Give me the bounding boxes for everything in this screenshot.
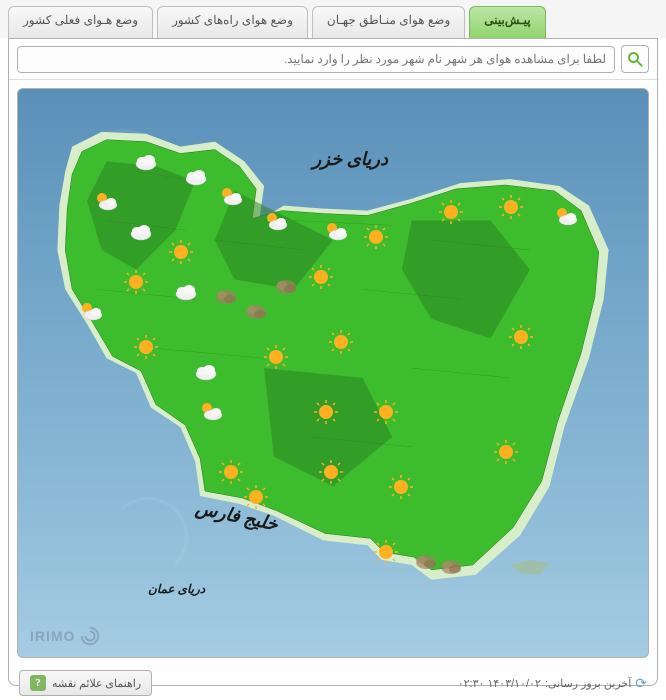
weather-point-sunny[interactable] (328, 329, 354, 355)
weather-point-partly[interactable] (93, 189, 119, 215)
irimo-logo-icon (79, 625, 101, 647)
map-container[interactable]: دریای خزر خلیج فارس دریای عمان IRIMO (17, 88, 649, 658)
weather-point-sunny[interactable] (508, 324, 534, 350)
refresh-icon: ⟳ (635, 675, 647, 692)
legend-button[interactable]: راهنمای علائم نقشه ? (19, 670, 152, 696)
tab-forecast[interactable]: پیـش‌بینی (469, 6, 545, 38)
weather-point-cloudy[interactable] (128, 219, 154, 245)
weather-point-sunny[interactable] (498, 194, 524, 220)
footer-bar: ⟳ آخرین بروز رسانی: ۱۴۰۳/۱۰/۰۲ ۰۲:۳۰ راه… (9, 666, 657, 700)
weather-point-sunny[interactable] (438, 199, 464, 225)
weather-point-dust[interactable] (243, 299, 269, 325)
weather-point-partly[interactable] (198, 399, 224, 425)
weather-point-partly[interactable] (323, 219, 349, 245)
weather-point-sunny[interactable] (168, 239, 194, 265)
weather-point-sunny[interactable] (493, 439, 519, 465)
weather-point-sunny[interactable] (388, 474, 414, 500)
weather-point-dust[interactable] (273, 274, 299, 300)
tab-world-weather[interactable]: وضع هوای منـاطق جهـان (312, 6, 465, 38)
caspian-label: دریای خزر (312, 149, 388, 170)
help-icon: ? (30, 675, 46, 691)
weather-point-partly[interactable] (553, 204, 579, 230)
search-input[interactable] (17, 46, 615, 73)
legend-button-label: راهنمای علائم نقشه (52, 677, 141, 690)
app-container: وضع هـوای فعلی کشور وضع هوای راه‌های کشو… (0, 0, 666, 691)
last-update: ⟳ آخرین بروز رسانی: ۱۴۰۳/۱۰/۰۲ ۰۲:۳۰ (458, 675, 647, 692)
tab-bar: وضع هـوای فعلی کشور وضع هوای راه‌های کشو… (0, 0, 666, 38)
irimo-text: IRIMO (30, 628, 75, 644)
weather-point-sunny[interactable] (308, 264, 334, 290)
last-update-value: ۱۴۰۳/۱۰/۰۲ ۰۲:۳۰ (458, 677, 541, 690)
weather-point-partly[interactable] (263, 209, 289, 235)
weather-point-cloudy[interactable] (193, 359, 219, 385)
last-update-label: آخرین بروز رسانی: (545, 677, 631, 690)
weather-point-partly[interactable] (78, 299, 104, 325)
coastal-island (510, 560, 549, 575)
weather-point-cloudy[interactable] (183, 164, 209, 190)
search-icon (626, 50, 644, 68)
weather-point-sunny[interactable] (133, 334, 159, 360)
weather-point-cloudy[interactable] (133, 149, 159, 175)
weather-point-sunny[interactable] (243, 484, 269, 510)
search-button[interactable] (621, 45, 649, 73)
weather-point-dust[interactable] (413, 549, 439, 575)
weather-point-partly[interactable] (218, 184, 244, 210)
tab-current-weather[interactable]: وضع هـوای فعلی کشور (8, 6, 153, 38)
iran-map (18, 89, 648, 657)
weather-point-dust[interactable] (438, 554, 464, 580)
weather-point-sunny[interactable] (263, 344, 289, 370)
search-bar (9, 39, 657, 80)
weather-point-sunny[interactable] (313, 399, 339, 425)
weather-point-sunny[interactable] (123, 269, 149, 295)
irimo-branding: IRIMO (30, 625, 101, 647)
weather-point-sunny[interactable] (363, 224, 389, 250)
weather-point-sunny[interactable] (218, 459, 244, 485)
weather-point-sunny[interactable] (373, 539, 399, 565)
oman-label: دریای عمان (148, 582, 205, 597)
weather-point-sunny[interactable] (373, 399, 399, 425)
tab-roads-weather[interactable]: وضع هوای راه‌های کشور (157, 6, 308, 38)
weather-point-dust[interactable] (213, 284, 239, 310)
content-panel: دریای خزر خلیج فارس دریای عمان IRIMO ⟳ آ… (8, 38, 658, 686)
weather-point-cloudy[interactable] (173, 279, 199, 305)
weather-point-sunny[interactable] (318, 459, 344, 485)
